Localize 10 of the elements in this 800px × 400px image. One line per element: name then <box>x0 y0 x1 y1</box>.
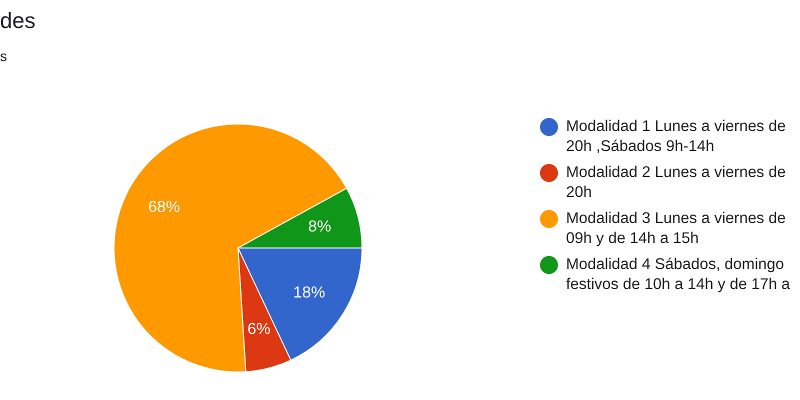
legend-label: Modalidad 2 Lunes a viernes de 20h <box>566 163 786 203</box>
legend-label: Modalidad 3 Lunes a viernes de 09h y de 14h a 15h <box>566 209 786 249</box>
data-label: 68% <box>148 198 180 216</box>
legend-label: Modalidad 1 Lunes a viernes de 20h ,Sábados 9h-14h <box>566 117 786 157</box>
legend-label: Modalidad 4 Sábados, domingo festivos de 10h a 14h y de 17h a <box>566 255 790 295</box>
data-label: 18% <box>293 284 326 302</box>
chart-title: des <box>0 8 36 34</box>
chart-subtitle: s <box>0 48 7 64</box>
data-label: 8% <box>308 218 332 236</box>
data-label: 6% <box>247 321 271 338</box>
